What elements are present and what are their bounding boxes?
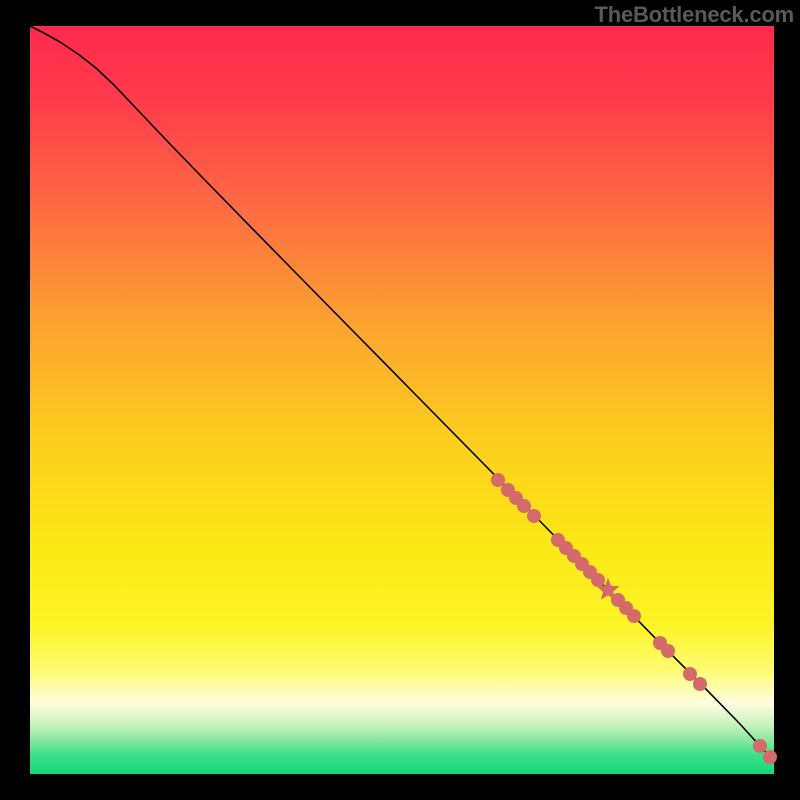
watermark-text: TheBottleneck.com [594, 2, 794, 28]
data-point-marker [517, 499, 531, 513]
data-point-marker [661, 644, 675, 658]
data-point-marker [591, 573, 605, 587]
marker-group [491, 473, 777, 764]
data-point-marker [753, 739, 767, 753]
data-point-marker [491, 473, 505, 487]
data-point-marker [763, 750, 777, 764]
data-point-marker [683, 667, 697, 681]
data-point-marker [527, 509, 541, 523]
chart-overlay [0, 0, 800, 800]
data-point-marker [693, 677, 707, 691]
data-point-marker [627, 609, 641, 623]
